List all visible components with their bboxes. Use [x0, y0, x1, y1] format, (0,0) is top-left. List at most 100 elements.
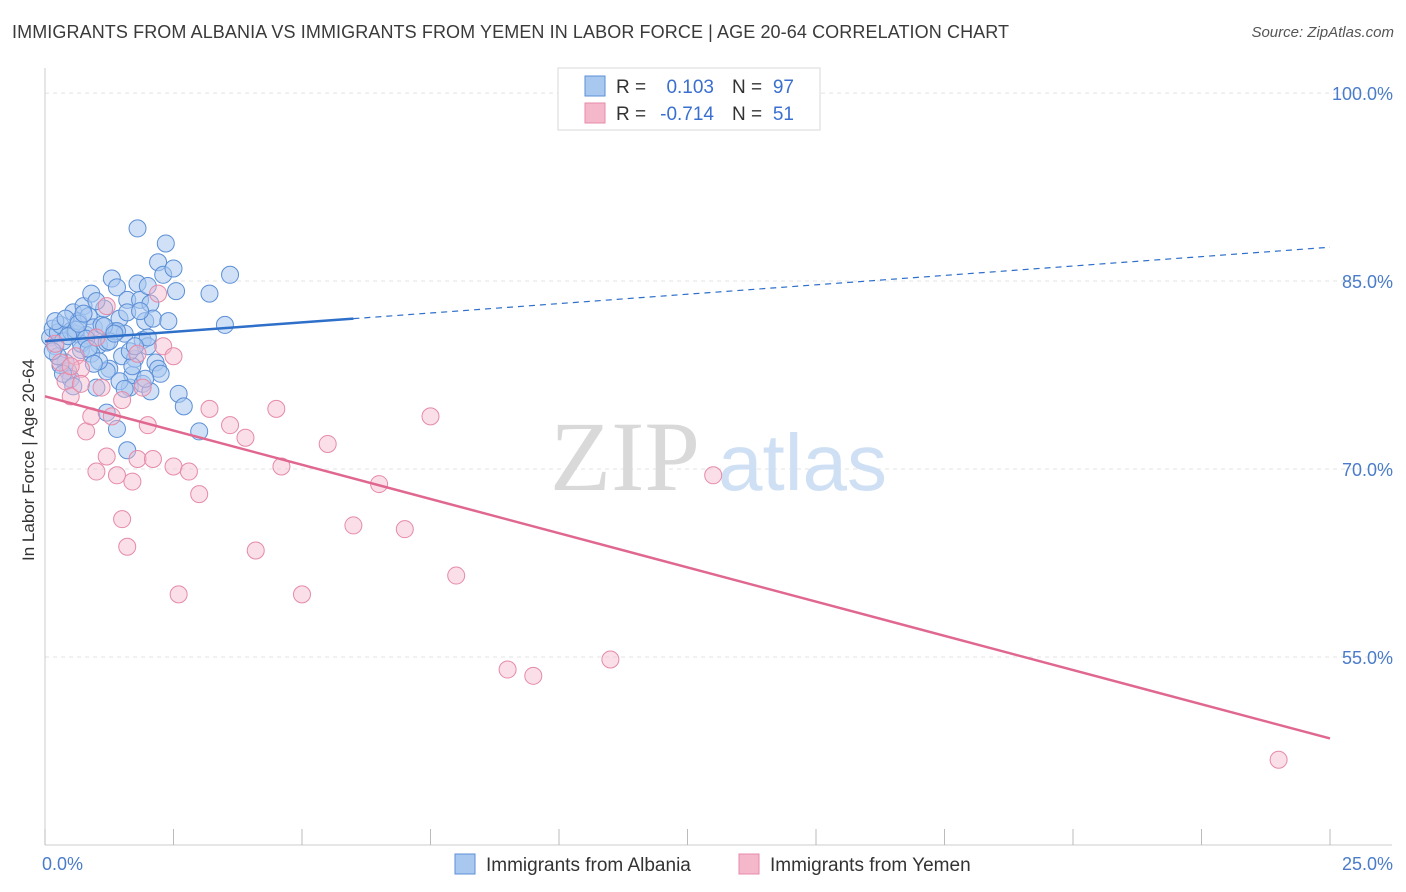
yemen-point — [164, 457, 183, 476]
yemen-point — [601, 650, 620, 669]
y-tick-label: 70.0% — [1342, 460, 1393, 480]
watermark-atlas: atlas — [718, 418, 887, 507]
yemen-point — [133, 378, 152, 397]
albania-point — [131, 302, 150, 321]
yemen-point — [395, 520, 414, 539]
tick-labels: 100.0% 85.0% 70.0% 55.0% 0.0% 25.0% — [42, 84, 1393, 874]
watermark-zip: ZIP — [550, 401, 700, 512]
albania-trend-line — [44, 317, 354, 343]
legend-n-value-yemen: 51 — [773, 104, 794, 125]
legend-r-value-albania: 0.103 — [666, 77, 714, 98]
albania-point — [167, 282, 186, 301]
albania-point — [115, 379, 134, 398]
yemen-point — [267, 399, 286, 418]
yemen-point — [149, 284, 168, 303]
yemen-point — [71, 359, 90, 378]
albania-point — [215, 315, 234, 334]
yemen-point — [61, 387, 80, 406]
yemen-point — [97, 297, 116, 316]
legend-swatch-albania — [584, 75, 606, 97]
legend-n-value-albania: 97 — [773, 77, 794, 98]
albania-point — [200, 284, 219, 303]
yemen-point — [704, 466, 723, 485]
albania-point — [125, 337, 144, 356]
albania-point — [156, 234, 175, 253]
watermark: ZIP atlas — [550, 401, 887, 512]
chart-title: IMMIGRANTS FROM ALBANIA VS IMMIGRANTS FR… — [12, 22, 1010, 42]
yemen-point — [113, 510, 132, 529]
albania-point — [221, 265, 240, 284]
yemen-point — [97, 447, 116, 466]
albania-point — [74, 304, 93, 323]
x-tick-label: 25.0% — [1342, 854, 1393, 874]
chart-source: Source: ZipAtlas.com — [1251, 24, 1394, 41]
yemen-point — [56, 372, 75, 391]
y-tick-label: 85.0% — [1342, 272, 1393, 292]
albania-point — [138, 277, 157, 296]
correlation-legend: R = 0.103 N = 97 R = -0.714 N = 51 — [557, 67, 821, 131]
legend-r-value-yemen: -0.714 — [660, 104, 714, 125]
yemen-point — [221, 416, 240, 435]
albania-point — [128, 219, 147, 238]
albania-point — [105, 324, 124, 343]
yemen-point — [179, 462, 198, 481]
albania-point — [87, 292, 106, 311]
trend-lines — [44, 246, 1331, 740]
yemen-point — [164, 347, 183, 366]
yemen-point — [123, 472, 142, 491]
yemen-point — [498, 660, 517, 679]
yemen-point — [71, 374, 90, 393]
legend-n-label-yemen: N = — [732, 104, 762, 125]
albania-point — [107, 278, 126, 297]
albania-trend-extension — [353, 246, 1331, 320]
legend-swatch-yemen — [584, 102, 606, 124]
y-tick-label: 100.0% — [1332, 84, 1393, 104]
legend-r-label-albania: R = — [616, 77, 646, 98]
yemen-point — [46, 334, 65, 353]
yemen-trend-line — [44, 395, 1331, 740]
y-tick-label: 55.0% — [1342, 648, 1393, 668]
axes — [44, 68, 1392, 846]
yemen-point — [200, 399, 219, 418]
yemen-point — [77, 422, 96, 441]
yemen-point — [128, 450, 147, 469]
yemen-point — [51, 353, 70, 372]
legend-n-label-albania: N = — [732, 77, 762, 98]
yemen-point — [128, 344, 147, 363]
bottom-legend-label-yemen: Immigrants from Yemen — [770, 855, 971, 876]
series-yemen-points — [46, 284, 1288, 769]
yemen-point — [293, 585, 311, 604]
albania-point — [87, 378, 106, 397]
yemen-point — [447, 566, 466, 585]
albania-point — [159, 312, 178, 331]
yemen-point — [113, 391, 132, 410]
yemen-point — [344, 516, 363, 535]
albania-point — [174, 397, 193, 416]
bottom-legend-swatch-albania — [454, 853, 476, 875]
yemen-point — [246, 541, 265, 560]
yemen-point — [61, 357, 80, 376]
yemen-point — [92, 378, 111, 397]
yemen-point — [524, 666, 543, 685]
yemen-point — [318, 434, 337, 453]
series-legend: Immigrants from Albania Immigrants from … — [454, 853, 971, 876]
albania-point — [151, 364, 170, 383]
legend-r-label-yemen: R = — [616, 104, 646, 125]
yemen-point — [236, 428, 255, 447]
yemen-point — [143, 450, 162, 469]
yemen-point — [87, 462, 106, 481]
bottom-legend-swatch-yemen — [738, 853, 760, 875]
yemen-point — [1269, 750, 1288, 769]
yemen-point — [107, 466, 126, 485]
y-axis-title: In Labor Force | Age 20-64 — [19, 359, 38, 561]
yemen-point — [190, 485, 209, 504]
albania-point — [164, 259, 183, 278]
yemen-point — [169, 585, 188, 604]
grid-lines — [45, 92, 1392, 658]
albania-point — [53, 364, 72, 383]
yemen-point — [118, 537, 137, 556]
yemen-point — [421, 407, 440, 426]
bottom-legend-label-albania: Immigrants from Albania — [486, 855, 691, 876]
x-tick-label: 0.0% — [42, 854, 83, 874]
